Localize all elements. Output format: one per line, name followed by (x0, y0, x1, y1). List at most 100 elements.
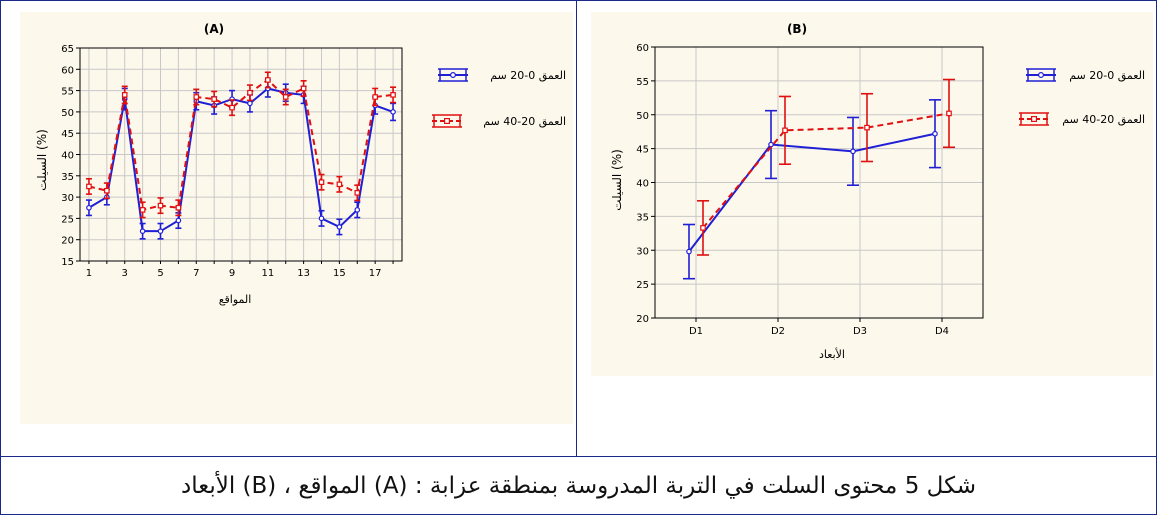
chart-a-ytick-label: 20 (61, 236, 74, 247)
chart-b-legend-label-1: العمق 0-20 سم (1069, 69, 1145, 83)
chart-a-ytick-label: 50 (61, 108, 74, 119)
chart-a-ytick-label: 55 (61, 87, 74, 98)
caption-divider (0, 456, 1157, 457)
chart-a-series-2-point (157, 202, 164, 209)
chart-b-series-2-point (946, 110, 952, 117)
chart-b-xlabel: الأبعاد (819, 347, 845, 361)
chart-b-ytick-label: 25 (636, 280, 649, 291)
panel-divider (576, 0, 577, 456)
chart-b-series-1-line (688, 132, 936, 253)
chart-a-xtick-label: 17 (369, 268, 382, 279)
chart-a-ytick-label: 30 (61, 193, 74, 204)
chart-b-series-2-point (700, 225, 706, 231)
chart-a-xlabel: المواقع (219, 293, 252, 306)
chart-b-ytick-label: 30 (636, 246, 649, 257)
chart-b-marks (683, 78, 955, 280)
chart-a-xtick-label: 5 (157, 268, 163, 279)
chart-a-series-1-point (354, 207, 361, 213)
chart-a-xtick-label: 7 (193, 268, 199, 279)
chart-a-ylabel: السيلت (%) (35, 129, 49, 191)
chart-b-ytick-label: 40 (636, 179, 649, 190)
chart-b: (B) 20 25 30 35 40 45 50 55 60 D1 D2 D3 D4 الأبعاد ا… (610, 22, 1145, 361)
chart-a-series-2-point (265, 77, 271, 83)
chart-a-series-2-point (193, 94, 200, 100)
chart-a-series-2-point (175, 204, 182, 211)
chart-b-xtick-label: D4 (935, 326, 949, 337)
chart-a-title: (A) (204, 22, 224, 36)
figure-caption: شكل 5 محتوى السلت في التربة المدروسة بمن… (180, 473, 977, 499)
chart-a-ytick-label: 45 (61, 129, 74, 140)
chart-a-series-2-line (88, 78, 394, 212)
chart-a-series-2-point (247, 89, 253, 96)
chart-a-series-2-point (104, 187, 110, 194)
chart-a-series-2-point (372, 94, 378, 100)
chart-a-legend-marker-2 (444, 117, 451, 124)
chart-a-xtick-label: 11 (261, 268, 274, 279)
chart-a-series-2-point (211, 96, 217, 102)
chart-b-title: (B) (787, 22, 807, 36)
chart-b-legend-label-2: العمق 20-40 سم (1062, 113, 1145, 127)
panel-b-background (591, 12, 1153, 376)
chart-b-ytick-label: 35 (636, 212, 649, 223)
chart-a-series-2-point (300, 85, 307, 92)
chart-a-series-2-point (282, 94, 289, 100)
chart-a-legend-label-2: العمق 20-40 سم (483, 115, 566, 129)
chart-a-legend: العمق 0-20 سم العمق 20-40 سم (432, 68, 566, 129)
chart-a-series-2-point (86, 183, 92, 190)
chart-a-series-1-point (175, 217, 182, 224)
chart-b-ytick-label: 60 (636, 43, 649, 54)
chart-a-series-1-point (86, 204, 92, 211)
chart-b-xtick-label: D3 (853, 326, 867, 337)
chart-b-legend-marker-2 (1031, 115, 1038, 122)
chart-a-series-2-point (354, 190, 361, 196)
chart-a-ytick-label: 65 (61, 44, 74, 55)
chart-b-legend: العمق 0-20 سم العمق 20-40 سم (1019, 68, 1145, 127)
chart-a-xtick-label: 15 (333, 268, 346, 279)
chart-b-ytick-label: 55 (636, 77, 649, 88)
chart-b-series-1-point (768, 141, 774, 148)
chart-a-xtick-label: 1 (86, 268, 92, 279)
chart-b-series-1-point (932, 130, 938, 137)
chart-a-legend-marker-1 (450, 71, 457, 78)
chart-a-ytick-label: 25 (61, 214, 74, 225)
chart-b-ytick-label: 20 (636, 314, 649, 325)
chart-b-grid (655, 47, 983, 318)
chart-b-series-1-point (686, 248, 692, 255)
chart-a-series-2-point (336, 181, 343, 188)
chart-a-xtick-label: 9 (229, 268, 235, 279)
chart-b-ticks: 20 25 30 35 40 45 50 55 60 D1 D2 D3 D4 (636, 43, 949, 337)
chart-b-ytick-label: 45 (636, 145, 649, 156)
chart-b-ytick-label: 50 (636, 111, 649, 122)
chart-b-ylabel: السيلت (%) (610, 149, 624, 211)
chart-a-legend-label-1: العمق 0-20 سم (490, 69, 566, 83)
chart-a-series-2-point (139, 207, 146, 213)
chart-a-series-1-point (157, 228, 164, 234)
chart-a-series-1-line (88, 87, 394, 233)
chart-a-ytick-label: 40 (61, 151, 74, 162)
chart-b-xtick-label: D1 (689, 326, 703, 337)
chart-a-series-2-point (229, 104, 235, 111)
chart-a-series-1-point (247, 100, 253, 107)
chart-b-series-2-point (864, 124, 870, 131)
chart-a-ytick-label: 60 (61, 65, 74, 76)
chart-a-series-2-point (318, 179, 325, 185)
chart-a-xtick-label: 13 (297, 268, 310, 279)
chart-a-grid (80, 48, 402, 261)
chart-a-series-2-point (121, 92, 128, 98)
chart-a-series-2-point (390, 92, 396, 98)
chart-a-series-1-point (390, 109, 396, 115)
chart-b-series-2-point (782, 127, 788, 134)
chart-a-series-1-point (139, 228, 146, 234)
chart-a-ytick-label: 15 (61, 257, 74, 268)
chart-b-series-2-line (702, 112, 950, 229)
chart-a-marks (85, 71, 397, 240)
chart-b-xtick-label: D2 (771, 326, 785, 337)
chart-a-series-1-point (318, 215, 325, 222)
chart-b-series-1-point (850, 148, 856, 155)
chart-b-legend-marker-1 (1038, 71, 1045, 78)
chart-a-xtick-label: 3 (122, 268, 128, 279)
chart-a-ytick-label: 35 (61, 172, 74, 183)
chart-a-series-1-point (336, 224, 343, 230)
